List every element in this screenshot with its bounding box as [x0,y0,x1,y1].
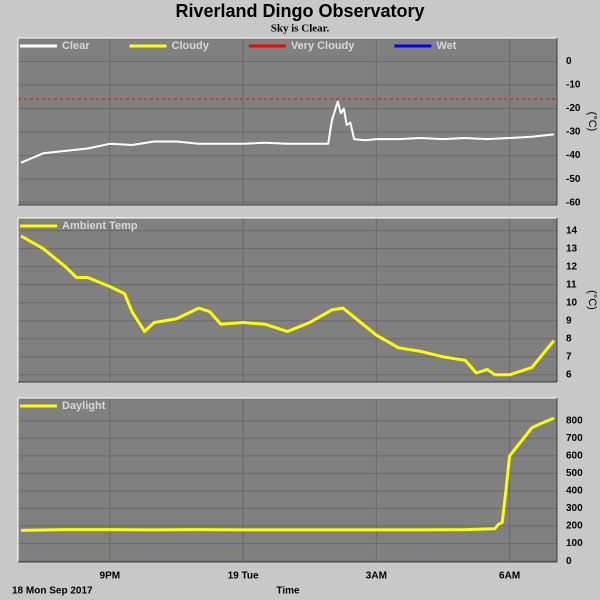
x-tick-label: 9PM [100,571,121,582]
legend-label: Daylight [62,400,106,412]
y-tick-label: -50 [566,174,581,185]
plot-area [18,38,557,205]
y-axis-label: (°C) [586,112,598,132]
y-tick-label: 600 [566,451,583,462]
y-tick-label: 0 [566,56,572,67]
page-subtitle: Sky is Clear. [271,23,330,35]
y-tick-label: 12 [566,261,578,272]
legend-label: Cloudy [172,40,210,52]
y-tick-label: 100 [566,538,583,549]
y-tick-label: 700 [566,433,583,444]
y-tick-label: -40 [566,150,581,161]
y-tick-label: -10 [566,80,581,91]
legend-label: Ambient Temp [62,220,138,232]
page-title: Riverland Dingo Observatory [175,1,424,21]
data-line [20,100,555,164]
y-tick-label: -60 [566,197,581,208]
x-tick-label: 3AM [366,571,387,582]
y-tick-label: 800 [566,415,583,426]
x-axis-label: Time [276,586,300,597]
y-tick-label: 300 [566,503,583,514]
y-tick-label: 400 [566,486,583,497]
y-tick-label: 500 [566,468,583,479]
y-tick-label: 0 [566,556,572,567]
plot-area [18,398,557,562]
y-tick-label: 200 [566,521,583,532]
y-tick-label: 14 [566,225,578,236]
plot-area [18,218,557,382]
legend-label: Wet [436,40,456,52]
legend-label: Clear [62,40,90,52]
y-tick-label: -20 [566,103,581,114]
legend-label: Very Cloudy [291,40,355,52]
y-tick-label: 11 [566,279,577,290]
date-label: 18 Mon Sep 2017 [12,586,93,597]
x-tick-label: 19 Tue [228,571,259,582]
y-tick-label: -30 [566,127,581,138]
data-line [20,416,555,532]
y-tick-label: 13 [566,243,578,254]
y-tick-label: 8 [566,333,572,344]
data-line [20,234,556,377]
y-axis-label: (°C) [586,290,598,310]
x-tick-label: 6AM [499,571,520,582]
y-tick-label: 7 [566,351,572,362]
y-tick-label: 9 [566,315,572,326]
y-tick-label: 6 [566,369,572,380]
y-tick-label: 10 [566,297,578,308]
